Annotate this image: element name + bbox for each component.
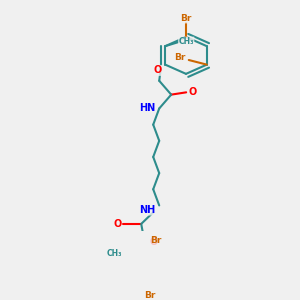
Text: CH₃: CH₃ (107, 249, 122, 258)
Text: Br: Br (180, 14, 192, 23)
Text: NH: NH (139, 205, 155, 215)
Text: O: O (149, 237, 157, 248)
Text: HN: HN (139, 103, 155, 113)
Text: Br: Br (145, 291, 156, 300)
Text: CH₃: CH₃ (178, 37, 194, 46)
Text: Br: Br (174, 53, 185, 62)
Text: O: O (188, 87, 196, 97)
Text: Br: Br (151, 236, 162, 244)
Text: O: O (113, 219, 121, 229)
Text: O: O (154, 65, 162, 75)
